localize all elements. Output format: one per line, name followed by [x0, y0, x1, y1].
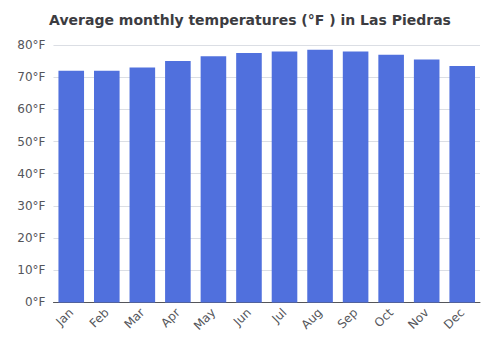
svg-text:40°F: 40°F	[17, 167, 45, 181]
svg-text:10°F: 10°F	[17, 263, 45, 277]
svg-text:70°F: 70°F	[17, 70, 45, 84]
svg-text:Feb: Feb	[87, 306, 112, 331]
svg-text:Jun: Jun	[230, 306, 254, 330]
svg-text:0°F: 0°F	[25, 295, 46, 309]
svg-text:May: May	[191, 306, 218, 333]
svg-text:Oct: Oct	[372, 305, 397, 330]
svg-text:Dec: Dec	[441, 306, 467, 332]
svg-text:Jul: Jul	[269, 306, 290, 327]
svg-text:30°F: 30°F	[17, 199, 45, 213]
svg-text:Aug: Aug	[299, 306, 325, 332]
svg-text:Mar: Mar	[121, 305, 147, 331]
svg-text:Sep: Sep	[335, 306, 361, 332]
svg-text:80°F: 80°F	[17, 38, 45, 52]
svg-text:Average monthly temperatures (: Average monthly temperatures (°F ) in La…	[49, 12, 451, 28]
svg-text:Nov: Nov	[405, 306, 431, 332]
svg-text:Jan: Jan	[53, 306, 77, 330]
svg-text:20°F: 20°F	[17, 231, 45, 245]
svg-text:60°F: 60°F	[17, 102, 45, 116]
svg-text:50°F: 50°F	[17, 135, 45, 149]
svg-text:Apr: Apr	[158, 305, 183, 330]
